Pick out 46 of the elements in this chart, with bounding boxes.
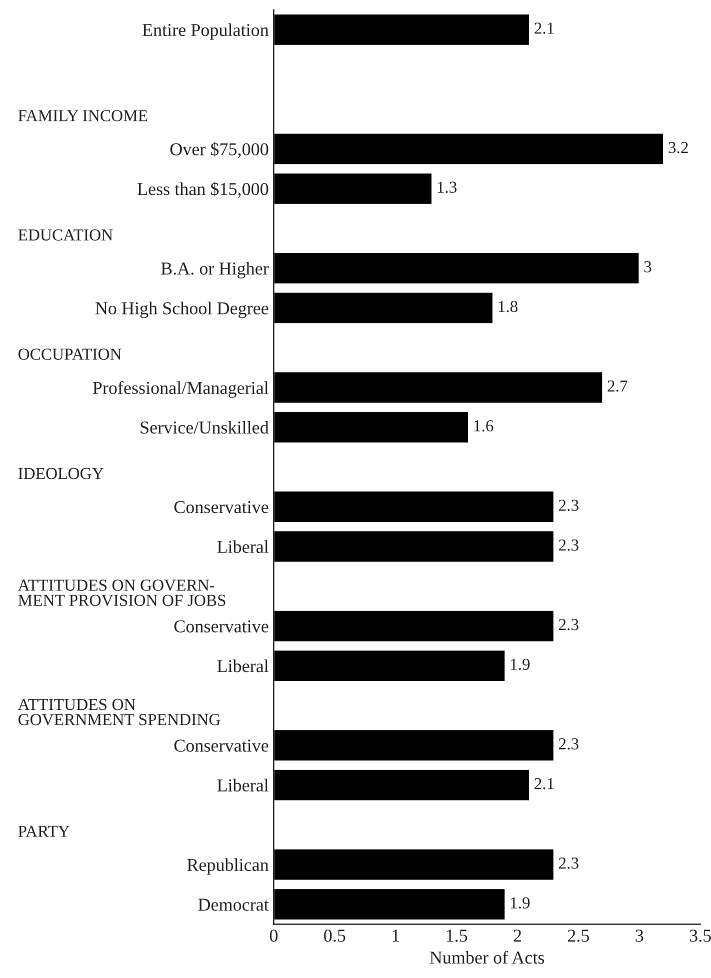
- data-label: 2.3: [558, 858, 578, 869]
- data-label: 2.3: [558, 619, 578, 630]
- text: ATTITUDES ON GOVERN- MENT PROVISION OF JOBS: [18, 580, 226, 606]
- y-tick-label: Conservative: [174, 501, 268, 514]
- data-label: 2.3: [558, 539, 578, 551]
- y-tick-label: No High School Degree: [95, 302, 268, 318]
- text: IDEOLOGY: [18, 468, 104, 480]
- x-tick-label: 3.5: [690, 930, 711, 942]
- x-tick-label: 2: [514, 930, 522, 942]
- x-axis-title: Number of Acts: [430, 950, 544, 964]
- data-label: 2.7: [608, 380, 628, 392]
- data-label: 1.8: [498, 300, 518, 312]
- text: FAMILY INCOME: [18, 110, 148, 122]
- x-tick-label: 2.5: [568, 930, 590, 942]
- data-label: 2.3: [558, 738, 578, 750]
- data-label: 1.9: [510, 897, 530, 909]
- y-tick-label: Conservative: [174, 740, 268, 752]
- data-label: 1.3: [438, 182, 457, 193]
- y-tick-label: Professional/Managerial: [92, 381, 269, 398]
- y-tick-label: Less than $15,000: [138, 182, 268, 198]
- data-label: 3.2: [668, 142, 688, 154]
- y-tick-label: Liberal: [217, 660, 269, 672]
- data-label: 3: [644, 261, 652, 272]
- data-label: 1.9: [510, 658, 530, 670]
- y-tick-label: Republican: [187, 858, 269, 875]
- data-label: 2.1: [534, 22, 554, 34]
- text: EDUCATION: [18, 229, 113, 241]
- x-tick-label: 0.5: [324, 930, 346, 942]
- text: OCCUPATION: [18, 348, 122, 360]
- y-tick-label: Entire Population: [142, 23, 269, 40]
- y-tick-label: Democrat: [198, 898, 269, 911]
- y-tick-label: Service/Unskilled: [140, 420, 269, 434]
- y-tick-label: Over $75,000: [170, 142, 268, 158]
- y-tick-label: B.A. or Higher: [161, 262, 269, 278]
- data-label: 2.1: [534, 778, 554, 790]
- x-tick-label: 3: [636, 930, 644, 942]
- x-tick-label: 0: [270, 930, 278, 942]
- data-label: 1.6: [474, 420, 494, 432]
- x-tick-label: 1.5: [446, 930, 468, 942]
- text: PARTY: [18, 826, 70, 837]
- y-tick-label: Liberal: [217, 778, 269, 792]
- y-tick-label: Liberal: [217, 540, 269, 553]
- y-tick-label: Conservative: [174, 620, 268, 632]
- text: ATTITUDES ON GOVERNMENT SPENDING: [18, 698, 220, 726]
- x-tick-label: 1: [392, 930, 400, 942]
- data-label: 2.3: [558, 500, 578, 511]
